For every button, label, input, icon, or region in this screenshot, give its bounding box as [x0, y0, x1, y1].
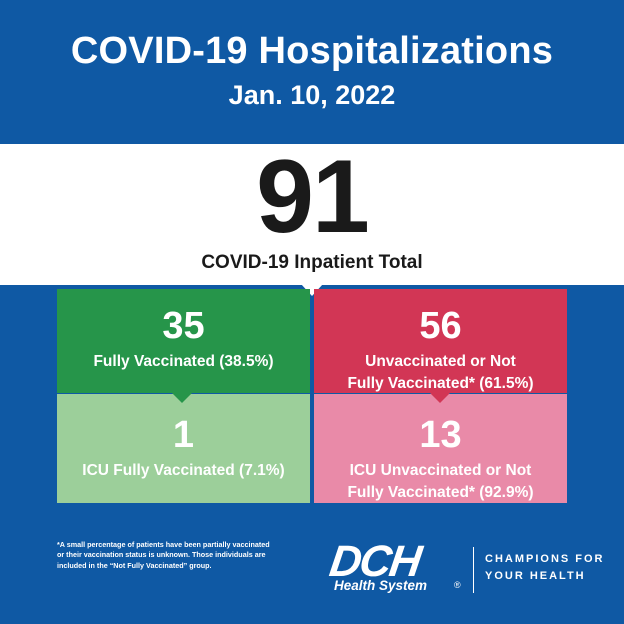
- page-title: COVID-19 Hospitalizations: [70, 30, 554, 72]
- report-date: Jan. 10, 2022: [228, 80, 396, 110]
- tagline-line2: YOUR HEALTH: [485, 570, 586, 583]
- fully-vaccinated-label: Fully Vaccinated (38.5%): [93, 353, 274, 370]
- inpatient-total-label: COVID-19 Inpatient Total: [201, 252, 423, 273]
- icu-fully-vaccinated-box: 1 ICU Fully Vaccinated (7.1%): [57, 394, 310, 503]
- unvaccinated-label-line1: Unvaccinated or Not: [365, 353, 516, 370]
- footnote-line2: or their vaccination status is unknown. …: [57, 550, 266, 560]
- icu-unvaccinated-box: 13 ICU Unvaccinated or Not Fully Vaccina…: [314, 394, 567, 503]
- footnote-line3: included in the “Not Fully Vaccinated” g…: [57, 560, 212, 570]
- icu-fully-vaccinated-value: 1: [172, 414, 195, 456]
- unvaccinated-label: Unvaccinated or Not Fully Vaccinated* (6…: [314, 351, 567, 394]
- unvaccinated-label-line2: Fully Vaccinated* (61.5%): [347, 374, 534, 392]
- footnote: *A small percentage of patients have bee…: [57, 540, 307, 571]
- red-box-pointer: [430, 393, 450, 403]
- icu-fully-vaccinated-label: ICU Fully Vaccinated (7.1%): [82, 462, 285, 479]
- unvaccinated-box: 56 Unvaccinated or Not Fully Vaccinated*…: [314, 289, 567, 393]
- tagline: CHAMPIONS FOR YOUR HEALTH: [485, 551, 605, 585]
- tagline-line1: CHAMPIONS FOR: [485, 553, 605, 565]
- logo-subtitle: Health System: [334, 578, 428, 593]
- green-box-pointer: [172, 393, 192, 403]
- icu-unvaccinated-label-line2: Fully Vaccinated* (92.9%): [347, 483, 534, 501]
- unvaccinated-value: 56: [419, 305, 462, 347]
- logo-registered-mark: ®: [454, 580, 461, 590]
- total-band: [0, 144, 624, 285]
- fully-vaccinated-value: 35: [162, 305, 205, 347]
- icu-unvaccinated-value: 13: [419, 414, 462, 456]
- icu-unvaccinated-label-line1: ICU Unvaccinated or Not: [349, 462, 532, 479]
- footnote-line1: *A small percentage of patients have bee…: [57, 540, 270, 549]
- icu-unvaccinated-label: ICU Unvaccinated or Not Fully Vaccinated…: [314, 460, 567, 503]
- fully-vaccinated-box: 35 Fully Vaccinated (38.5%): [57, 289, 310, 393]
- logo-divider: [473, 547, 474, 593]
- dch-logo: DCH Health System ®: [327, 537, 470, 596]
- inpatient-total-value: 91: [256, 139, 370, 255]
